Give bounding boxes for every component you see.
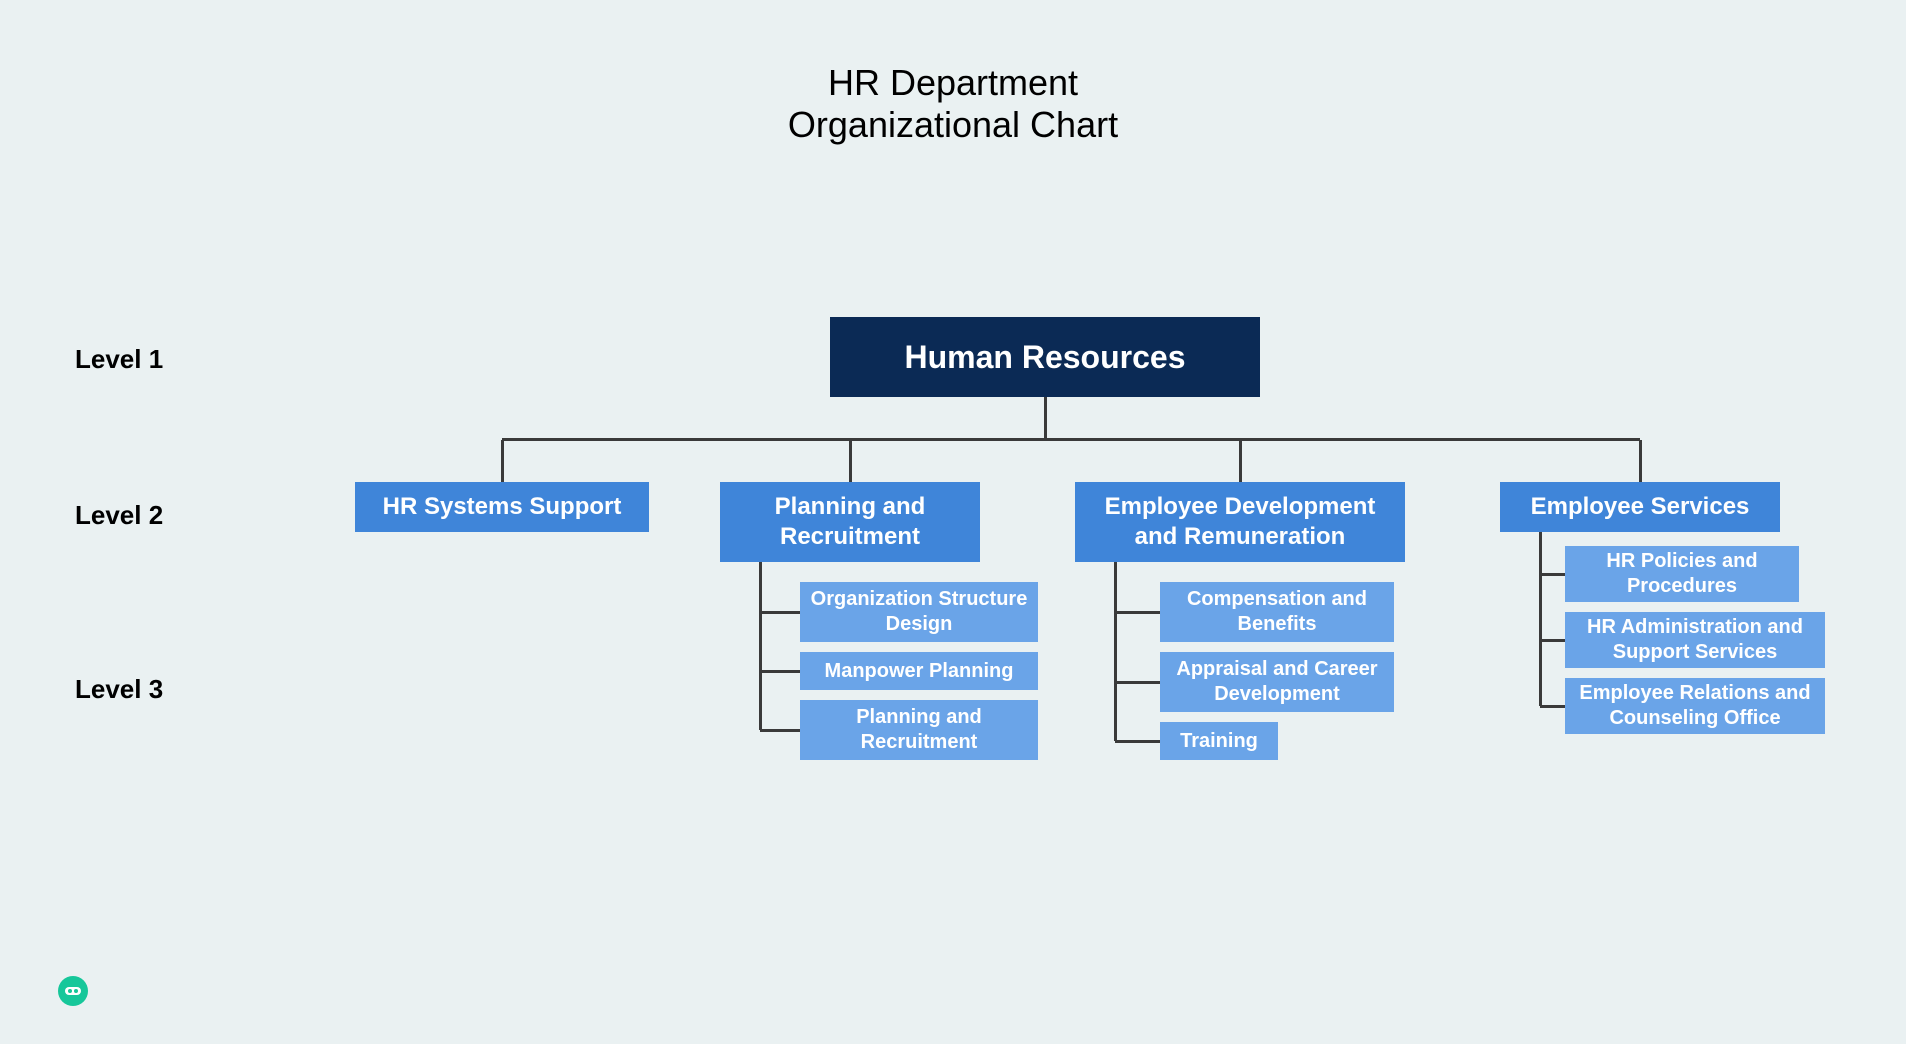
node-level3-empserv-2: Employee Relations and Counseling Office xyxy=(1565,678,1825,734)
node-root: Human Resources xyxy=(830,317,1260,397)
connector xyxy=(1115,740,1160,743)
node-level3-planning-0: Organization Structure Design xyxy=(800,582,1038,642)
level-label-1: Level 1 xyxy=(75,344,163,375)
node-level3-empdev-1: Appraisal and Career Development xyxy=(1160,652,1394,712)
node-level2-empserv: Employee Services xyxy=(1500,482,1780,532)
help-badge-inner xyxy=(65,987,81,995)
level-label-3: Level 3 xyxy=(75,674,163,705)
connector xyxy=(1114,562,1117,741)
connector xyxy=(1539,532,1542,706)
connector xyxy=(760,729,800,732)
chart-title: HR Department Organizational Chart xyxy=(0,62,1906,146)
node-level3-planning-2: Planning and Recruitment xyxy=(800,700,1038,760)
connector xyxy=(1540,639,1565,642)
help-badge-icon[interactable] xyxy=(58,976,88,1006)
connector xyxy=(501,440,504,483)
connector xyxy=(1639,440,1642,483)
node-level3-empdev-2: Training xyxy=(1160,722,1278,760)
connector xyxy=(760,670,800,673)
connector xyxy=(1115,681,1160,684)
node-level2-planning: Planning and Recruitment xyxy=(720,482,980,562)
connector xyxy=(1540,573,1565,576)
org-chart-canvas: HR Department Organizational Chart Level … xyxy=(0,0,1906,1044)
node-level3-empserv-1: HR Administration and Support Services xyxy=(1565,612,1825,668)
node-level2-hr_sys: HR Systems Support xyxy=(355,482,649,532)
node-level3-empdev-0: Compensation and Benefits xyxy=(1160,582,1394,642)
connector xyxy=(849,440,852,483)
connector xyxy=(759,562,762,730)
connector xyxy=(760,611,800,614)
level-label-2: Level 2 xyxy=(75,500,163,531)
node-level2-empdev: Employee Development and Remuneration xyxy=(1075,482,1405,562)
connector xyxy=(1115,611,1160,614)
node-level3-empserv-0: HR Policies and Procedures xyxy=(1565,546,1799,602)
node-level3-planning-1: Manpower Planning xyxy=(800,652,1038,690)
connector xyxy=(1044,397,1047,440)
connector xyxy=(502,438,1640,441)
connector xyxy=(1239,440,1242,483)
connector xyxy=(1540,705,1565,708)
